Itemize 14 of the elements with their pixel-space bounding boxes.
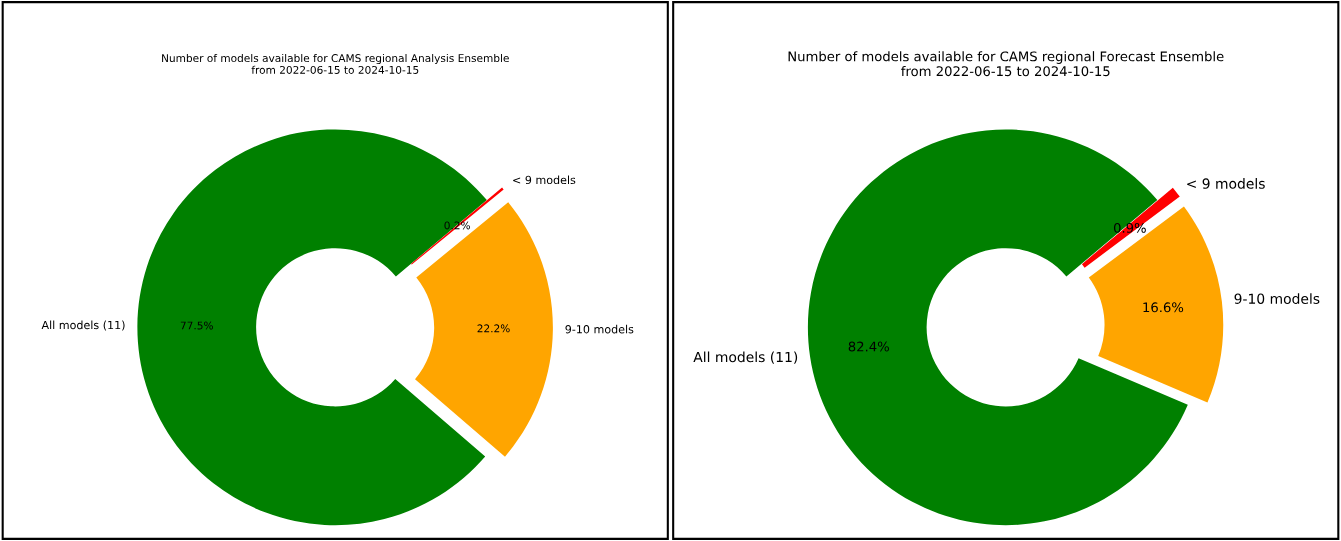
slice-label: All models (11)	[41, 320, 125, 331]
chart-title: Number of models available for CAMS regional Analysis Ensemble from 2022-06-15 to 2024-10-15	[162, 53, 509, 74]
data-label: 77.5%	[180, 321, 213, 330]
data-label: 22.2%	[477, 324, 510, 333]
slice-label: 9-10 models	[565, 324, 634, 334]
slice-label: < 9 models	[1187, 178, 1265, 189]
data-label: 16.6%	[1143, 302, 1184, 313]
slice-label: < 9 models	[513, 175, 576, 185]
data-label: 82.4%	[848, 341, 889, 352]
chart-title: Number of models available for CAMS regional Forecast Ensemble from 2022-06-15 to 2024-10-15	[788, 51, 1224, 77]
slice-label: 9-10 models	[1234, 293, 1320, 304]
data-label: 0.9%	[1113, 222, 1146, 233]
slice-label: All models (11)	[693, 351, 798, 364]
data-label: 0.2%	[444, 221, 470, 230]
